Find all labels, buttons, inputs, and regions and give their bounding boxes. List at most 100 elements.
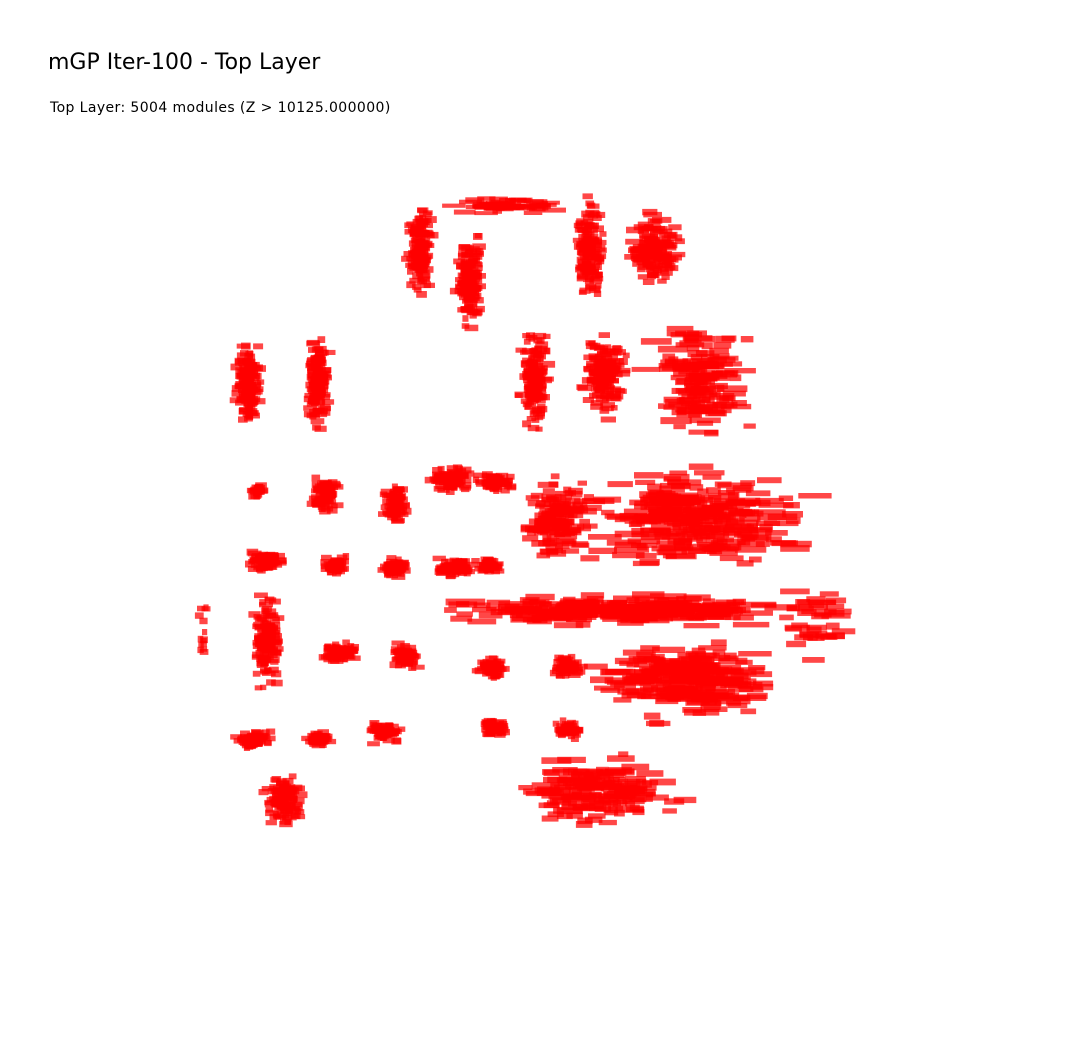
module-marker (304, 392, 318, 399)
module-marker (397, 567, 411, 574)
module-marker (523, 338, 531, 345)
module-marker (594, 353, 603, 360)
module-marker (293, 791, 308, 799)
module-marker (740, 336, 754, 343)
module-marker (550, 604, 575, 610)
module-marker (488, 564, 503, 571)
module-marker (435, 484, 446, 490)
module-marker (305, 738, 312, 745)
module-marker (601, 509, 615, 516)
module-marker (557, 756, 586, 763)
module-marker (583, 494, 594, 501)
module-marker (562, 800, 577, 807)
module-marker (614, 809, 625, 817)
module-marker (725, 499, 756, 505)
module-marker (497, 660, 504, 668)
module-marker (413, 287, 422, 293)
module-marker (372, 723, 383, 729)
module-marker (806, 626, 822, 634)
module-marker (722, 390, 746, 397)
module-marker (629, 499, 648, 506)
module-marker (550, 473, 560, 480)
module-marker (831, 628, 856, 635)
module-marker (692, 709, 707, 716)
module-marker (470, 261, 482, 267)
module-marker (266, 555, 278, 562)
module-marker (264, 735, 276, 742)
module-marker (579, 663, 588, 669)
module-marker (583, 254, 596, 261)
module-marker (406, 256, 420, 262)
module-marker (721, 694, 751, 700)
module-marker (540, 376, 554, 382)
module-marker (311, 481, 319, 489)
module-marker (505, 197, 517, 204)
module-marker (508, 197, 533, 202)
module-marker (610, 396, 622, 402)
module-marker (400, 661, 414, 667)
module-marker (310, 418, 325, 425)
module-marker (319, 742, 327, 748)
module-marker (705, 410, 727, 417)
module-marker (198, 641, 204, 648)
module-marker (233, 738, 242, 744)
module-marker (446, 484, 458, 491)
module-marker (542, 488, 555, 495)
module-marker (696, 420, 714, 426)
module-marker (707, 357, 727, 364)
module-marker (527, 398, 539, 404)
module-marker (737, 528, 772, 536)
module-marker (257, 567, 266, 574)
module-marker (553, 614, 572, 622)
module-marker (317, 488, 331, 494)
module-marker (323, 645, 337, 652)
module-marker (686, 366, 699, 372)
module-marker (714, 698, 751, 705)
module-marker (657, 345, 688, 353)
module-marker (629, 606, 657, 613)
module-marker (548, 606, 570, 614)
module-marker (474, 211, 498, 216)
module-marker (465, 470, 475, 477)
module-marker (420, 238, 431, 244)
module-marker (667, 234, 683, 242)
module-marker (667, 251, 686, 258)
module-marker (754, 509, 786, 515)
module-marker (561, 663, 570, 670)
module-marker (336, 655, 346, 661)
module-marker (786, 517, 801, 524)
module-marker (277, 615, 285, 621)
module-marker (529, 410, 540, 418)
module-marker (564, 724, 576, 731)
module-marker (538, 540, 558, 547)
module-marker (392, 517, 405, 524)
module-marker (320, 494, 333, 502)
module-marker (660, 693, 684, 700)
module-marker (383, 492, 397, 499)
module-marker (275, 557, 287, 564)
module-marker (397, 726, 406, 732)
module-marker (526, 371, 534, 379)
module-marker (456, 565, 467, 571)
module-marker (320, 654, 329, 660)
module-marker (719, 555, 744, 562)
module-marker (572, 237, 586, 243)
module-marker (670, 374, 703, 381)
module-marker (543, 360, 556, 368)
module-marker (471, 273, 481, 280)
module-marker (532, 617, 548, 623)
module-marker (590, 273, 600, 280)
module-marker (576, 218, 585, 226)
module-marker (601, 396, 609, 404)
module-marker (586, 596, 604, 603)
module-marker (688, 525, 714, 532)
module-marker (388, 567, 400, 573)
module-marker (705, 688, 736, 695)
module-marker (395, 494, 405, 501)
module-marker (583, 607, 603, 614)
module-marker (589, 277, 602, 284)
module-marker (640, 645, 660, 652)
module-marker (303, 410, 317, 418)
module-marker (740, 601, 777, 608)
module-marker (578, 289, 587, 295)
